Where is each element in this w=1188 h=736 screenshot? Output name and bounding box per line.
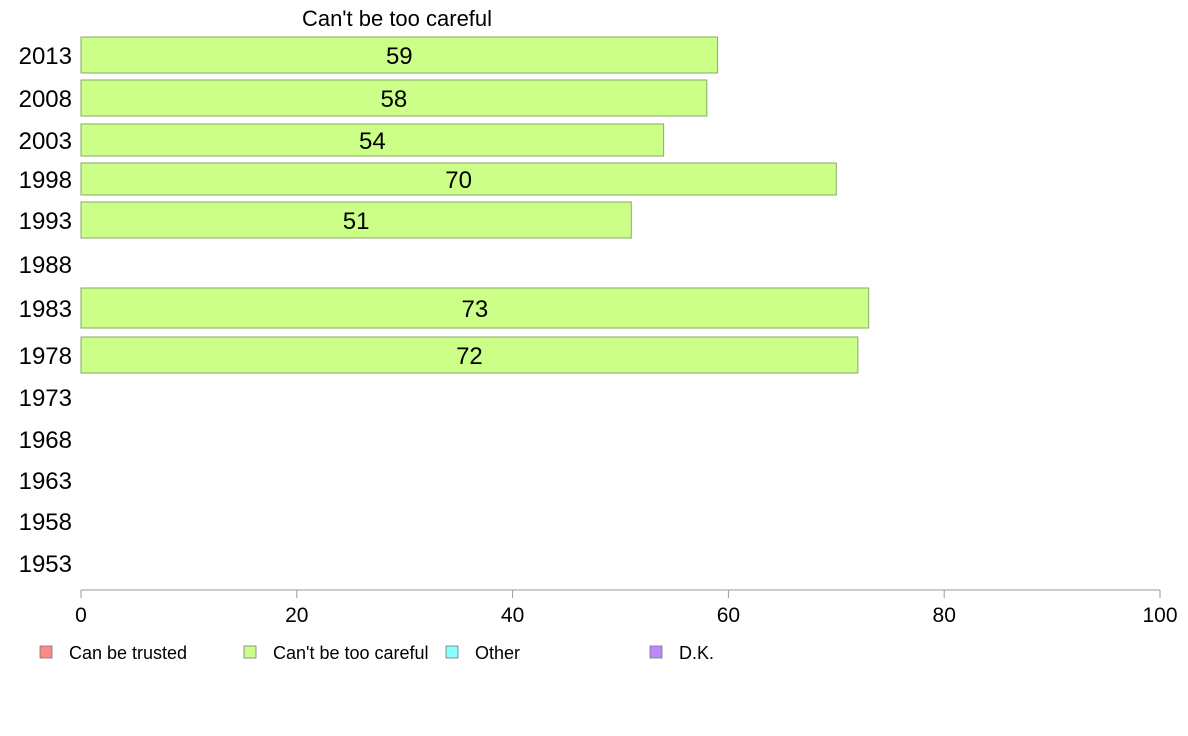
legend-swatch	[649, 645, 663, 659]
category-label: 1988	[19, 252, 72, 279]
x-tick-label: 60	[717, 604, 740, 627]
legend-label: Other	[475, 643, 520, 663]
legend-item: Can be trusted	[39, 643, 187, 663]
category-label: 1998	[19, 167, 72, 194]
x-tick-label: 40	[501, 604, 524, 627]
legend-item: Other	[445, 643, 520, 663]
value-label: 51	[343, 208, 370, 235]
category-label: 1953	[19, 551, 72, 578]
category-label: 1958	[19, 509, 72, 536]
legend-item: Can't be too careful	[243, 643, 429, 663]
category-label: 2003	[19, 128, 72, 155]
chart-title: Can't be too careful	[302, 6, 492, 31]
legend-swatch	[445, 645, 459, 659]
legend-label: Can be trusted	[69, 643, 187, 663]
legend-label: Can't be too careful	[273, 643, 429, 663]
bar	[80, 201, 632, 239]
value-label: 70	[445, 167, 472, 194]
bar	[80, 336, 859, 374]
legend-swatch	[39, 645, 53, 659]
category-label: 1993	[19, 208, 72, 235]
bar	[80, 79, 708, 117]
value-label: 73	[461, 296, 488, 323]
category-label: 2008	[19, 86, 72, 113]
category-label: 1963	[19, 468, 72, 495]
bar	[80, 36, 719, 74]
category-label: 1983	[19, 296, 72, 323]
legend-item: D.K.	[649, 643, 714, 663]
x-tick-label: 100	[1142, 604, 1177, 627]
legend: Can be trusted Can't be too careful Other D…	[39, 643, 714, 663]
value-label: 72	[456, 343, 483, 370]
x-tick-label: 20	[285, 604, 308, 627]
x-tick-label: 80	[933, 604, 956, 627]
category-label: 1973	[19, 385, 72, 412]
bars	[80, 36, 870, 374]
value-labels: 59 58 54 70 51 73 72	[343, 43, 488, 370]
value-label: 58	[381, 86, 408, 113]
legend-swatch	[243, 645, 257, 659]
category-label: 1968	[19, 427, 72, 454]
legend-label: D.K.	[679, 643, 714, 663]
value-label: 59	[386, 43, 413, 70]
bar	[80, 287, 870, 329]
x-axis: 0 20 40 60 80 100	[75, 589, 1178, 627]
value-label: 54	[359, 128, 386, 155]
x-tick-label: 0	[75, 604, 87, 627]
bar	[80, 162, 837, 196]
category-label: 1978	[19, 343, 72, 370]
category-label: 2013	[19, 43, 72, 70]
category-labels: 2013 2008 2003 1998 1993 1988 1983 1978 1973 1968…	[19, 43, 72, 578]
bar	[80, 123, 665, 157]
